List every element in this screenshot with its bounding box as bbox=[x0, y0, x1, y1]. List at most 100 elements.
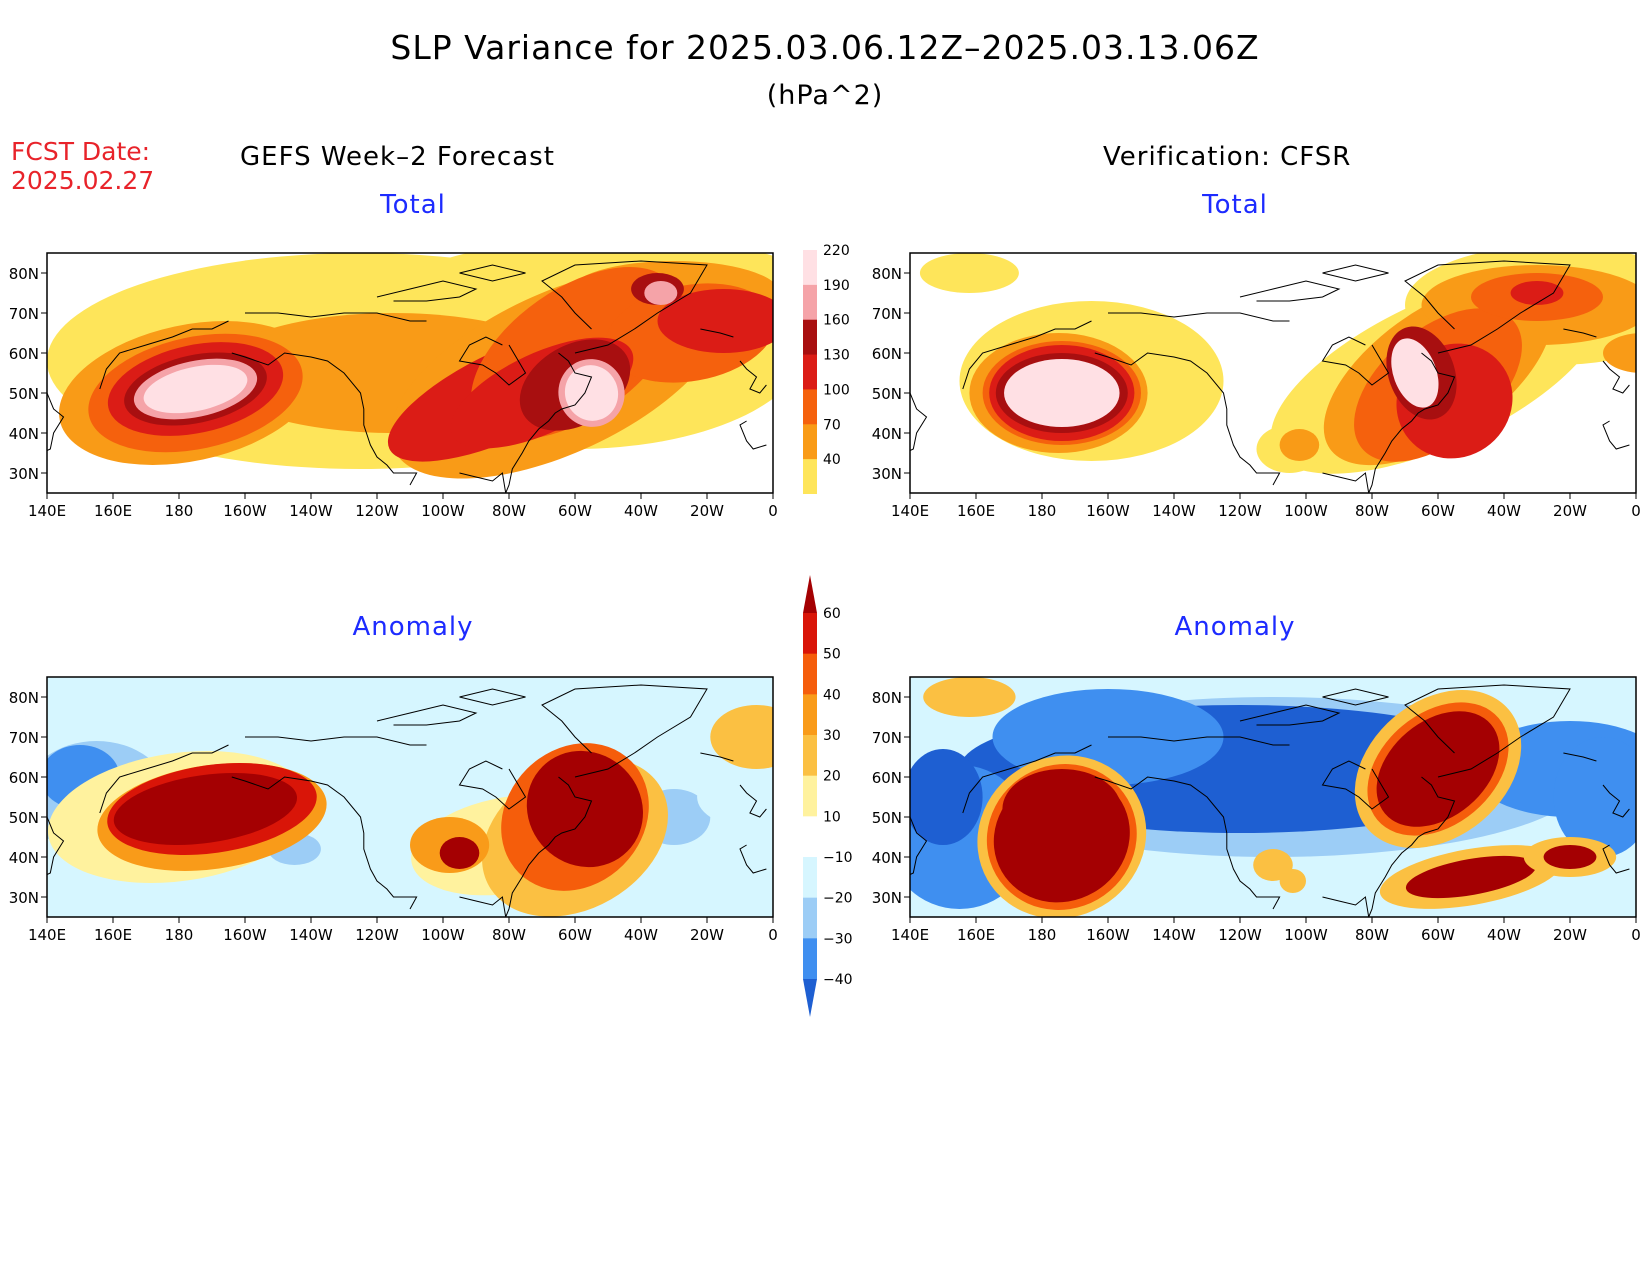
shaded-region bbox=[143, 364, 248, 414]
lat-label: 50N bbox=[9, 385, 39, 403]
shaded-region bbox=[1279, 429, 1320, 461]
fcst-date-label: FCST Date: bbox=[11, 137, 151, 166]
colorbar-bottom-arrow bbox=[803, 494, 817, 532]
shaded-region bbox=[697, 765, 773, 829]
lat-label: 30N bbox=[872, 889, 902, 907]
lon-label: 180 bbox=[1028, 926, 1057, 944]
lon-label: 80W bbox=[1355, 502, 1389, 520]
units-label: (hPa^2) bbox=[766, 80, 884, 111]
coastline bbox=[1322, 264, 1389, 282]
lon-label: 40W bbox=[624, 502, 658, 520]
colorbar-segment bbox=[803, 694, 817, 736]
lon-label: 140W bbox=[289, 502, 333, 520]
lat-label: 80N bbox=[9, 265, 39, 283]
shaded-region bbox=[644, 281, 678, 305]
lon-label: 100W bbox=[1284, 926, 1328, 944]
lat-label: 40N bbox=[9, 425, 39, 443]
colorbar-label: 40 bbox=[823, 687, 841, 703]
colorbar-label: −20 bbox=[823, 891, 853, 907]
colorbar-label: 100 bbox=[823, 382, 850, 398]
lat-label: 30N bbox=[872, 465, 902, 483]
coastline bbox=[1602, 420, 1630, 450]
lon-label: 80W bbox=[492, 926, 526, 944]
colorbar-segment bbox=[803, 897, 817, 939]
coastline bbox=[376, 704, 478, 726]
lon-label: 160E bbox=[957, 502, 995, 520]
lon-label: 140W bbox=[289, 926, 333, 944]
figure-title: SLP Variance for 2025.03.06.12Z–2025.03.… bbox=[390, 28, 1260, 67]
lat-label: 40N bbox=[9, 849, 39, 867]
coastline bbox=[739, 784, 767, 818]
map-panel-cfsr-total: 80N 70N 60N 50N 40N 30N 140E 160E 180 160W 140W 120… bbox=[872, 252, 1641, 520]
colorbar-segment bbox=[803, 354, 817, 390]
lon-label: 140E bbox=[891, 926, 929, 944]
lon-label: 140E bbox=[28, 926, 66, 944]
lon-label: 40W bbox=[624, 926, 658, 944]
coastline bbox=[99, 320, 229, 390]
lat-label: 50N bbox=[872, 385, 902, 403]
lat-label: 70N bbox=[872, 729, 902, 747]
colorbar-label: 20 bbox=[823, 769, 841, 785]
lat-label: 60N bbox=[872, 345, 902, 363]
shaded-region bbox=[710, 705, 773, 769]
coastline bbox=[459, 264, 526, 282]
panel-title-cfsr-anomaly: Anomaly bbox=[1174, 612, 1296, 642]
coastline bbox=[962, 744, 1092, 814]
colorbar-top-arrow bbox=[803, 212, 817, 250]
map-frame bbox=[46, 252, 774, 494]
shaded-region bbox=[1553, 737, 1636, 857]
colorbar-top-arrow bbox=[803, 575, 817, 613]
shaded-region bbox=[113, 772, 298, 846]
lon-label: 100W bbox=[421, 502, 465, 520]
coastline bbox=[458, 760, 527, 810]
coastline bbox=[459, 688, 526, 706]
coastline bbox=[962, 320, 1092, 390]
coastline bbox=[1602, 360, 1630, 394]
total-colorbar: 220 190 160 130 100 70 40 bbox=[803, 212, 850, 532]
shaded-region bbox=[1279, 869, 1307, 893]
coastline bbox=[1094, 776, 1281, 910]
colorbar-segment bbox=[803, 857, 817, 899]
coastline bbox=[1563, 752, 1597, 762]
shaded-region bbox=[919, 253, 1019, 293]
coastline bbox=[1108, 312, 1290, 322]
coastline bbox=[1404, 684, 1571, 778]
shaded-region bbox=[96, 685, 361, 749]
coastline bbox=[1602, 844, 1630, 874]
coastline bbox=[739, 420, 767, 450]
lat-label: 70N bbox=[9, 729, 39, 747]
panel-title-gefs-anomaly: Anomaly bbox=[352, 612, 474, 642]
column-title-forecast: GEFS Week–2 Forecast bbox=[240, 142, 555, 172]
lon-label: 160W bbox=[223, 926, 267, 944]
lat-label: 70N bbox=[872, 305, 902, 323]
lat-label: 30N bbox=[9, 465, 39, 483]
coastline bbox=[541, 260, 708, 354]
lon-label: 0 bbox=[1631, 502, 1641, 520]
lat-label: 30N bbox=[9, 889, 39, 907]
coastline bbox=[459, 352, 593, 493]
shaded-region bbox=[923, 677, 1016, 717]
lon-label: 40W bbox=[1487, 926, 1521, 944]
coastline bbox=[376, 280, 478, 302]
colorbar-label: 190 bbox=[823, 278, 850, 294]
lon-label: 160W bbox=[1086, 502, 1130, 520]
colorbar-segment bbox=[803, 613, 817, 655]
colorbar-segment bbox=[803, 775, 817, 817]
coastline bbox=[99, 744, 229, 814]
lon-label: 100W bbox=[1284, 502, 1328, 520]
lon-label: 160E bbox=[94, 502, 132, 520]
map-panel-gefs-anomaly: 80N 70N 60N 50N 40N 30N 140E 160E 180 160W 140W 120… bbox=[9, 676, 778, 944]
colorbar-segment bbox=[803, 938, 817, 980]
colorbar-label: 40 bbox=[823, 452, 841, 468]
map-frame bbox=[909, 676, 1637, 918]
shaded-region bbox=[657, 289, 773, 353]
lon-label: 160E bbox=[957, 926, 995, 944]
coastline bbox=[1094, 352, 1281, 486]
colorbar-label: 130 bbox=[823, 348, 850, 364]
colorbar-label: 70 bbox=[823, 417, 841, 433]
shaded-region bbox=[439, 837, 480, 869]
lon-label: 140E bbox=[28, 502, 66, 520]
lon-label: 20W bbox=[690, 926, 724, 944]
coastline bbox=[739, 360, 767, 394]
